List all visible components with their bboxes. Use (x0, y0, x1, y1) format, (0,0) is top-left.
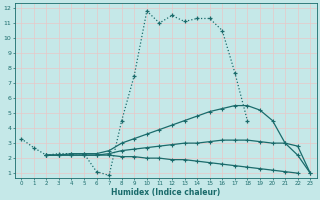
X-axis label: Humidex (Indice chaleur): Humidex (Indice chaleur) (111, 188, 220, 197)
